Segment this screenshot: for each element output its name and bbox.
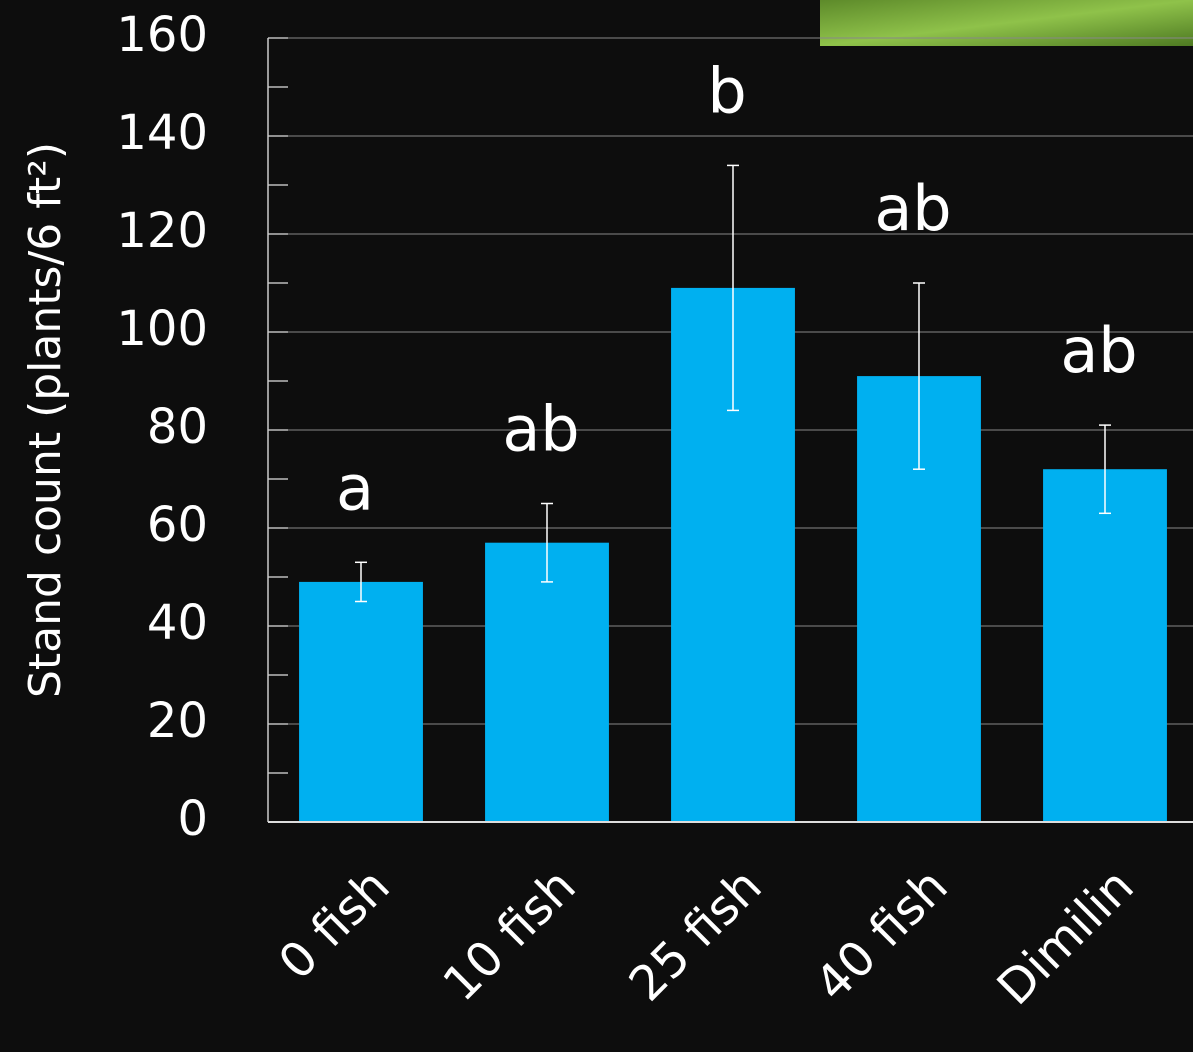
x-tick-label: 10 fish (433, 858, 587, 1012)
grass-photo (820, 0, 1193, 46)
x-tick-label: Dimilin (987, 858, 1145, 1016)
error-bar (913, 282, 925, 470)
x-tick-label: 40 fish (805, 858, 959, 1012)
y-tick-label: 20 (147, 693, 208, 749)
significance-letter: a (336, 451, 374, 524)
bar (1043, 469, 1167, 822)
significance-letter: b (707, 54, 746, 127)
error-bar (541, 502, 553, 583)
error-bar (727, 164, 739, 412)
y-axis-title: Stand count (plants/6 ft²) (20, 142, 71, 698)
bar (299, 581, 423, 822)
y-tick-label: 140 (116, 105, 208, 161)
y-tick-label: 120 (116, 203, 208, 259)
y-tick-label: 0 (177, 791, 208, 847)
error-bar (355, 561, 367, 603)
significance-letter: ab (874, 172, 951, 245)
y-tick-label: 60 (147, 497, 208, 553)
significance-letter: ab (502, 393, 579, 466)
y-tick-label: 100 (116, 301, 208, 357)
x-tick-label: 0 fish (268, 858, 401, 991)
x-tick-label: 25 fish (619, 858, 773, 1012)
error-bar (1099, 424, 1111, 515)
significance-letter: ab (1060, 314, 1137, 387)
y-tick-label: 40 (147, 595, 208, 651)
y-tick-label: 80 (147, 399, 208, 455)
y-tick-label: 160 (116, 7, 208, 63)
bar (485, 542, 609, 822)
